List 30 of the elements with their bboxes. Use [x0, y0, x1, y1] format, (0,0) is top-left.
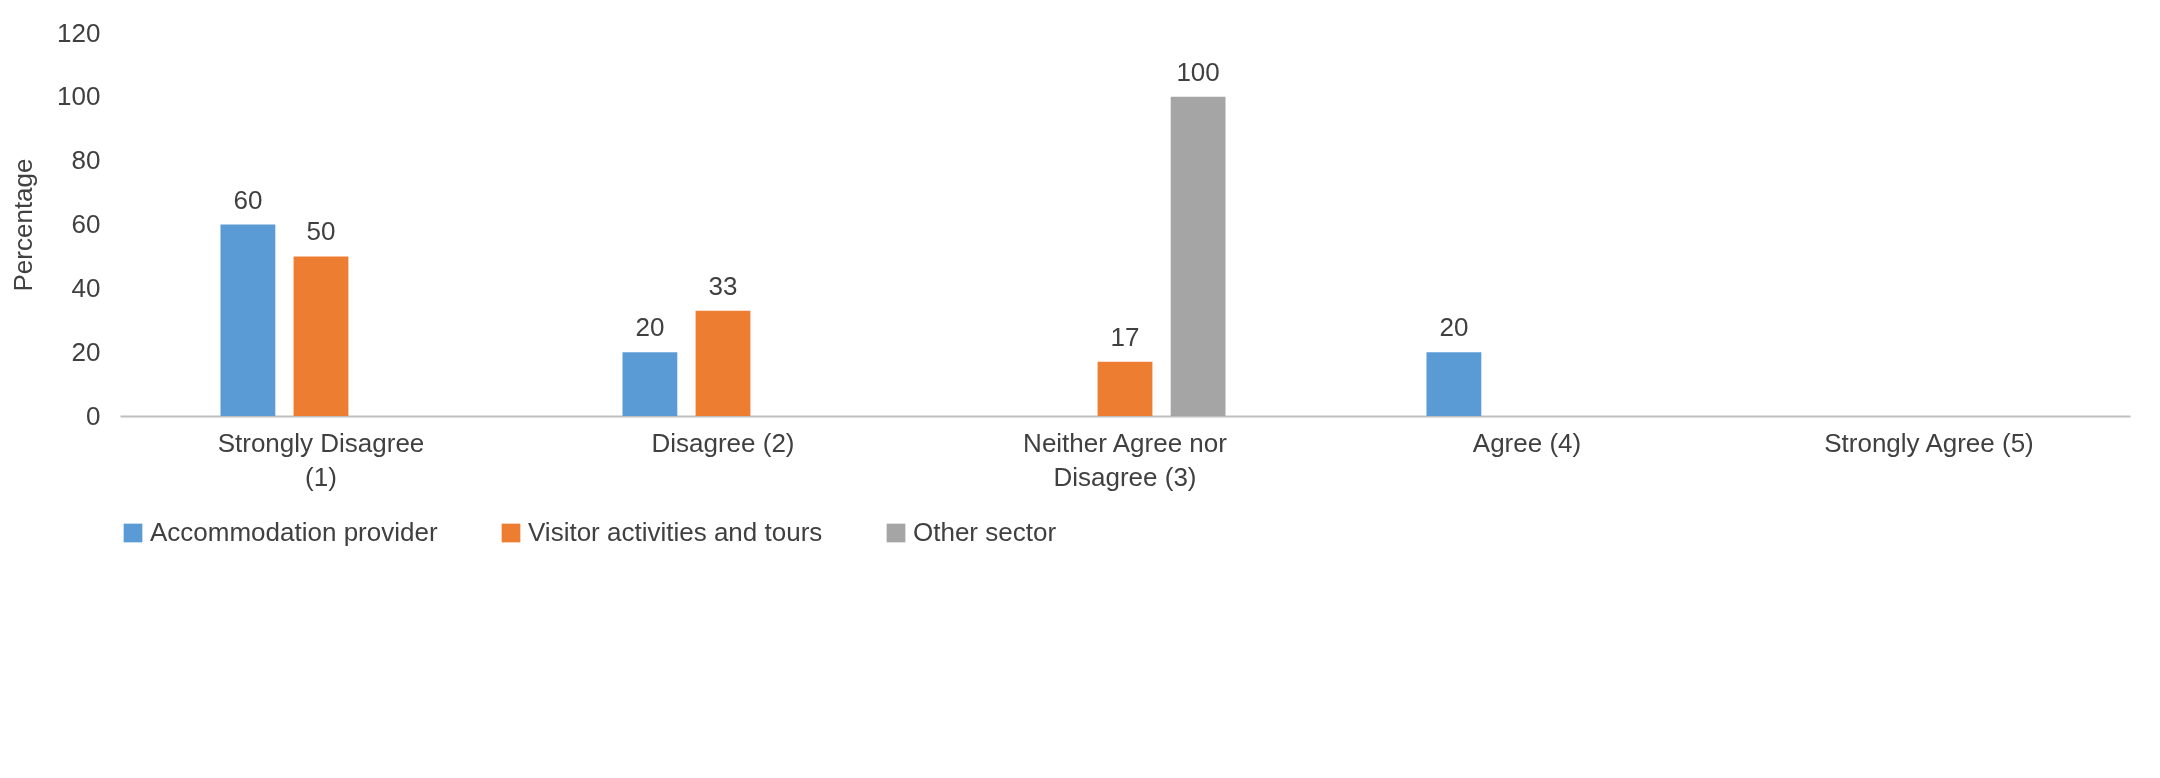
y-tick-label: 20	[71, 336, 101, 367]
data-label: 50	[306, 216, 336, 247]
legend-label: Visitor activities and tours	[528, 517, 823, 547]
bar	[1426, 352, 1482, 416]
bar	[293, 256, 349, 416]
bar	[622, 352, 678, 416]
legend-label: Accommodation provider	[150, 517, 438, 547]
y-axis-title: Percentage	[8, 158, 39, 292]
y-tick-label: 60	[71, 209, 101, 239]
bar	[695, 310, 751, 416]
data-label: 100	[1176, 56, 1220, 87]
bar	[1097, 361, 1153, 416]
bar	[1170, 96, 1226, 416]
data-label: 20	[1439, 312, 1469, 343]
y-tick-label: 80	[71, 145, 101, 176]
y-tick-label: 100	[57, 81, 101, 112]
x-tick-label: Disagree (2)	[651, 427, 795, 458]
y-tick-label: 120	[57, 17, 101, 48]
y-tick-label: 0	[86, 400, 101, 431]
bar	[220, 224, 276, 416]
data-label: 60	[233, 184, 263, 215]
x-tick-label: Strongly Disagree (1)	[217, 427, 425, 492]
x-tick-label: Neither Agree nor Disagree (3)	[1023, 427, 1228, 492]
legend-label: Other sector	[913, 517, 1057, 547]
y-tick-label: 40	[71, 272, 101, 303]
x-tick-label: Strongly Agree (5)	[1824, 427, 2034, 458]
data-label: 20	[635, 312, 665, 343]
x-tick-label: Agree (4)	[1472, 427, 1582, 458]
data-label: 17	[1110, 321, 1140, 352]
data-label: 33	[708, 270, 738, 301]
